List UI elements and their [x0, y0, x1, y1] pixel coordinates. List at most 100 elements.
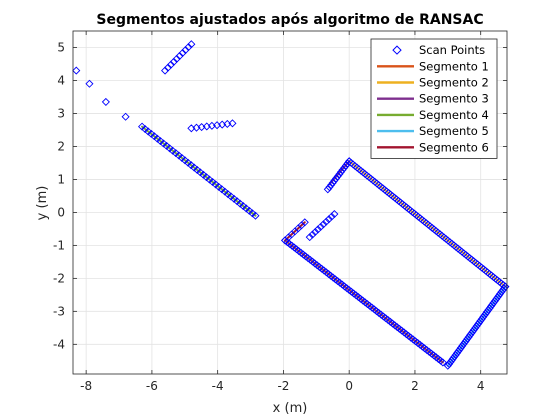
scan-point — [181, 46, 190, 55]
scan-points — [72, 40, 510, 370]
scan-point — [193, 165, 202, 175]
legend-segment-6-label: Segmento 6 — [419, 140, 489, 154]
scan-point — [501, 282, 510, 291]
scan-point — [327, 180, 336, 190]
scan-point — [162, 141, 171, 150]
scan-point — [322, 217, 331, 226]
scan-point — [311, 227, 320, 237]
x-axis-label: x (m) — [273, 401, 308, 416]
scan-point — [202, 173, 211, 182]
y-tick-label: 1 — [57, 172, 65, 186]
x-tick-label: -8 — [80, 379, 92, 393]
scan-point — [144, 127, 153, 136]
y-tick-label: 2 — [57, 139, 65, 153]
scan-point — [187, 40, 196, 49]
x-tick-label: 4 — [477, 379, 485, 393]
scan-point — [138, 122, 147, 131]
y-tick-label: -1 — [53, 238, 65, 252]
scan-point — [323, 185, 332, 194]
legend: Scan Points Segmento 1 Segmento 2 Segmento … — [370, 38, 498, 159]
legend-scan-points-label: Scan Points — [419, 43, 485, 57]
scan-point — [174, 151, 183, 160]
scan-point — [308, 230, 317, 239]
scan-point — [163, 63, 173, 72]
scan-point — [239, 202, 248, 211]
scan-point — [178, 48, 187, 58]
scan-point — [156, 137, 165, 146]
scan-point — [340, 163, 349, 172]
scan-point — [187, 161, 196, 170]
scan-point — [242, 204, 251, 213]
scan-point — [223, 189, 232, 199]
scan-point — [330, 176, 339, 185]
x-tick-label: -4 — [212, 379, 224, 393]
legend-segment-3-label: Segmento 3 — [419, 92, 489, 106]
segment-4-line — [141, 125, 257, 217]
x-tick-label: 2 — [411, 379, 419, 393]
legend-segment-1-label: Segmento 1 — [419, 59, 489, 73]
scan-point — [248, 209, 257, 218]
scan-point — [166, 60, 175, 69]
scan-point — [172, 54, 181, 63]
scan-point — [229, 194, 239, 203]
scan-point — [328, 178, 337, 187]
scan-point — [336, 168, 345, 177]
scan-point — [327, 212, 336, 221]
y-tick-label: -2 — [53, 271, 65, 285]
scan-point — [171, 149, 180, 158]
scan-point — [184, 43, 193, 52]
scan-point — [438, 358, 447, 367]
scan-point — [147, 129, 156, 138]
scan-point — [190, 163, 199, 172]
y-tick-label: 3 — [57, 106, 65, 120]
x-tick-label: -2 — [277, 379, 289, 393]
scan-point — [316, 222, 325, 231]
scan-point — [226, 192, 235, 201]
scan-point — [214, 182, 223, 191]
scan-point — [199, 170, 208, 179]
legend-segment-5-label: Segmento 5 — [419, 124, 489, 138]
scan-point — [217, 185, 226, 194]
segment-6-line — [284, 221, 306, 242]
scan-point — [211, 180, 220, 189]
y-tick-label: -4 — [53, 337, 65, 351]
scan-point — [153, 134, 162, 143]
x-tick-label: 0 — [345, 379, 353, 393]
scan-point — [228, 119, 237, 128]
legend-segment-4-label: Segmento 4 — [419, 108, 489, 122]
scan-point — [205, 175, 214, 184]
scan-point — [341, 161, 350, 170]
scan-point — [233, 197, 242, 206]
y-axis-label: y (m) — [35, 186, 50, 221]
y-tick-label: -3 — [53, 304, 65, 318]
scan-point — [305, 233, 314, 242]
scan-point — [72, 66, 81, 75]
scan-point — [333, 172, 342, 181]
scan-point — [169, 57, 178, 66]
y-tick-label: 4 — [57, 73, 65, 87]
scan-point — [85, 79, 94, 88]
x-tick-label: -6 — [146, 379, 158, 393]
scan-point — [121, 112, 130, 121]
scan-point — [101, 97, 110, 106]
segment-1-line — [284, 239, 444, 364]
scan-point — [319, 220, 328, 229]
scan-point — [208, 177, 217, 187]
scan-point — [220, 187, 229, 196]
scan-point — [324, 215, 333, 224]
scan-point — [338, 165, 347, 174]
scan-point — [330, 210, 339, 219]
y-tick-label: 5 — [57, 40, 65, 54]
scan-point — [150, 132, 159, 141]
scan-point — [325, 183, 334, 192]
scan-point — [300, 218, 309, 227]
scan-point — [343, 159, 352, 168]
legend-scan-points-marker — [392, 45, 402, 55]
scan-point — [141, 125, 150, 134]
scan-point — [175, 51, 184, 60]
scan-point — [168, 146, 177, 155]
chart-title: Segmentos ajustados após algoritmo de RA… — [96, 12, 483, 28]
scan-point — [165, 144, 174, 153]
scan-point — [180, 156, 190, 165]
